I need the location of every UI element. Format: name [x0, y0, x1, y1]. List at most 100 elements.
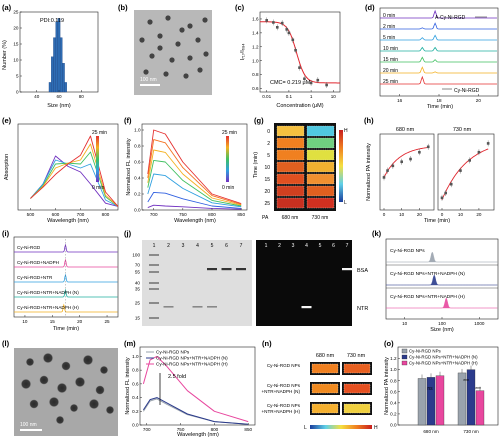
panel-m-x-tick-label: 800 [211, 427, 219, 432]
gel-fluorescence [256, 240, 352, 326]
panel-f-y-tick-label: 0.2 [134, 192, 141, 197]
hplc-label: Cy-Ni-RGD [17, 245, 41, 250]
size-bar [48, 82, 52, 93]
panel-f-x-tick-label: 750 [179, 212, 187, 217]
panel-m-y-tick-label: 0.0 [132, 423, 139, 428]
panel-o-frame [397, 346, 499, 426]
gel-mw-label: 70 [135, 263, 141, 268]
panel-e-ylabel: Absorption [4, 154, 10, 180]
pa-time-label: 2 [267, 141, 270, 147]
panel-m-frame [139, 346, 256, 426]
dls-label: Cy-Ni-RGD NPs [390, 248, 425, 254]
panel-letter-a: (a) [2, 3, 12, 12]
panel-letter-h: (h) [364, 116, 374, 125]
panel-i-xlabel: Time (min) [53, 326, 79, 332]
panel-n-header-2: 730 nm [347, 353, 366, 359]
pa-row-label: Cy-Ni-RGD NPs [267, 363, 301, 368]
panel-h-frame-2 [437, 133, 495, 211]
panel-c-points [265, 17, 328, 89]
gel-coomassie [142, 240, 252, 326]
data-point [486, 142, 490, 145]
panel-d-x-tick-label: 18 [436, 98, 442, 103]
absorption-spectrum [30, 135, 119, 207]
pa-cell-730 [306, 197, 335, 209]
panel-c-fit-curve [260, 21, 340, 84]
panel-d-traces: 0 min 2 min 5 min 10 min 15 min 20 min 25 min [380, 9, 497, 90]
panel-e-xlabel: Wavelength (nm) [47, 218, 89, 224]
hplc-trace [380, 34, 497, 41]
panel-n-high: H [374, 425, 378, 431]
bsa-band [221, 268, 232, 271]
panel-d: (d) 0 min 2 min 5 min 10 min 15 min 20 min 25 … [365, 3, 499, 110]
significance-stars: *** [475, 387, 481, 393]
panel-c-x-tick-label: 0.01 [262, 94, 271, 99]
legend-label: Cy-Ni-RGD NPs+NTR+NADPH (H) [409, 361, 478, 366]
legend-swatch [401, 360, 408, 366]
ladder-band [149, 282, 159, 284]
data-point [400, 160, 403, 164]
panel-f-lines [147, 129, 242, 210]
panel-m-lines [142, 355, 249, 425]
data-point [426, 145, 430, 149]
data-point [272, 21, 275, 24]
panel-c-y-tick-label: 0.6 [252, 86, 259, 91]
hplc-label: 15 min [383, 57, 398, 63]
absorption-spectrum [30, 159, 119, 207]
nanoparticle [143, 69, 149, 75]
hplc-label: 5 min [383, 35, 395, 41]
ladder-band [149, 288, 159, 290]
panel-f-y-tick-label: 0.0 [134, 208, 141, 213]
panel-f-t-top: 25 min [222, 130, 237, 136]
size-bar [55, 21, 59, 93]
panel-a: (a) PDI:0.119 Size (nm) Number (%) 40 60 8… [2, 3, 99, 109]
panel-g-x-pa: PA [262, 215, 269, 221]
panel-h-plots: 0 10 20 0 10 20 [382, 140, 490, 217]
panel-d-xticks: 16 18 20 [397, 94, 481, 103]
hplc-label: 2 min [383, 24, 395, 30]
pa-cell-680 [276, 173, 305, 185]
panel-e-x-tick-label: 600 [52, 212, 60, 217]
panel-letter-o: (o) [384, 339, 394, 348]
panel-a-y-tick-label: 5 [16, 74, 19, 79]
panel-h: (h) 680 nm 730 nm 0 10 20 0 10 20 Time (min) … [364, 116, 495, 224]
pa-cell-680 [276, 185, 305, 197]
size-bar [59, 37, 63, 93]
hplc-trace [380, 9, 497, 19]
pa-cell-680 [276, 161, 305, 173]
panel-h-x-tick-label: 10 [399, 212, 405, 217]
panel-d-x-tick-label: 20 [476, 98, 482, 103]
panel-i-x-tick-label: 20 [77, 319, 83, 324]
gel-mw-label: 15 [135, 316, 141, 321]
gel-lane-number: 5 [211, 243, 214, 249]
nanoparticle [147, 19, 153, 25]
gel-lane-number: 1 [153, 243, 156, 249]
absorption-spectrum [30, 143, 119, 207]
panel-o-bars: 680 nm 730 nm ns *** *** [417, 365, 485, 434]
hplc-label: 0 min [383, 13, 395, 19]
panel-d-x-tick-label: 16 [397, 98, 403, 103]
nanoparticle [39, 375, 49, 385]
panel-letter-b: (b) [118, 3, 128, 12]
panel-c-y-tick-label: 1.0 [252, 58, 259, 63]
nanoparticle [49, 397, 59, 407]
panel-e-t-bot: 0 min [92, 185, 104, 191]
significance-ns: ns [427, 386, 433, 392]
dls-label: Cy-Ni-RGD NPs+NTR+NADPH (H) [390, 294, 465, 300]
panel-f-time-arrow [226, 136, 229, 182]
panel-c-y-tick-label: 1.6 [252, 17, 259, 22]
size-bar [53, 37, 56, 93]
panel-f-x-tick-label: 800 [208, 212, 216, 217]
dls-peak [386, 297, 498, 309]
panel-a-y-tick-label: 20 [13, 26, 19, 31]
panel-c-yticks: 0.6 0.8 1.0 1.2 1.4 1.6 [252, 17, 262, 91]
panel-a-x-tick-label: 80 [79, 94, 85, 99]
panel-k: (k) Cy-Ni-RGD NPs Cy-Ni-RGD NPs+NTR+NADPH… [372, 229, 499, 333]
panel-f-y-tick-label: 0.8 [134, 144, 141, 149]
pa-cell-730 [306, 149, 335, 161]
gel-lane-number: 4 [305, 243, 308, 249]
nanoparticle [183, 73, 189, 79]
panel-h-title-1: 680 nm [396, 127, 415, 133]
fl-spectrum [147, 191, 242, 209]
panel-f-ylabel: Normalized FL intensity [126, 138, 132, 196]
